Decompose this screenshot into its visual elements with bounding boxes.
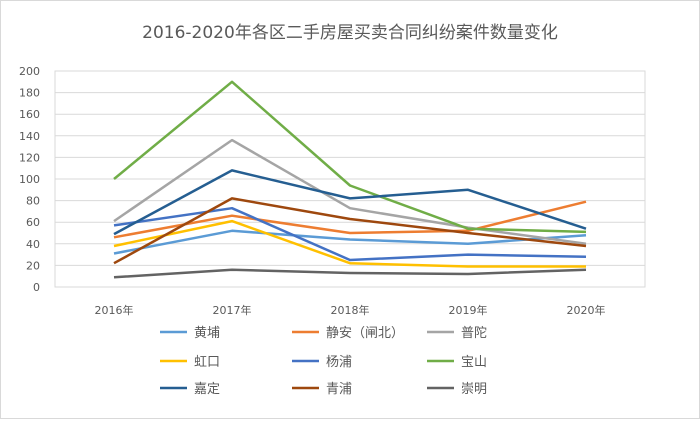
legend-item: 杨浦: [292, 355, 352, 370]
legend-label: 宝山: [461, 355, 487, 370]
legend-label: 嘉定: [194, 382, 220, 397]
y-tick-label: 60: [26, 216, 40, 229]
series-line-3: [113, 219, 586, 268]
y-tick-label: 140: [19, 130, 40, 143]
legend-item: 普陀: [427, 325, 487, 341]
y-tick-label: 120: [19, 151, 40, 164]
legend-label: 杨浦: [326, 355, 352, 370]
legend-item: 虹口: [160, 355, 220, 370]
axes: 0 20 40 60 80 100 120 140 160 180 200 2016年 2017年 201…: [19, 65, 606, 317]
y-tick-label: 40: [26, 238, 40, 251]
y-tick-label: 100: [19, 173, 40, 186]
y-tick-label: 0: [33, 281, 40, 294]
x-tick-label: 2016年: [95, 303, 134, 317]
x-tick-label: 2018年: [331, 303, 370, 317]
legend-label: 虹口: [194, 355, 220, 370]
series-lines: [113, 80, 587, 279]
grid: [54, 70, 646, 288]
legend-label: 普陀: [461, 325, 487, 341]
legend-label: 崇明: [461, 382, 487, 397]
series-line-0: [113, 229, 587, 255]
legend-label: 青浦: [326, 382, 352, 397]
legend-label: 黄埔: [194, 326, 220, 341]
series-line-8: [113, 268, 587, 279]
y-tick-label: 200: [19, 65, 40, 78]
legend-label: 静安（闸北）: [326, 326, 404, 341]
series-line-1: [113, 200, 587, 239]
legend-item: 宝山: [427, 355, 487, 370]
y-tick-label: 180: [19, 87, 40, 100]
series-line-7: [113, 197, 587, 265]
legend-item: 青浦: [292, 382, 352, 397]
legend-item: 静安（闸北）: [292, 326, 404, 341]
y-tick-label: 80: [26, 195, 40, 208]
legend-item: 崇明: [427, 382, 487, 397]
series-line-2: [113, 138, 587, 246]
y-tick-label: 20: [26, 259, 40, 272]
legend-item: 嘉定: [160, 382, 220, 397]
series-line-6: [113, 169, 587, 236]
x-tick-label: 2017年: [213, 303, 252, 317]
x-tick-label: 2019年: [449, 303, 488, 317]
chart-title: 2016-2020年各区二手房屋买卖合同纠纷案件数量变化: [142, 23, 558, 43]
y-tick-label: 160: [19, 108, 40, 121]
x-tick-label: 2020年: [567, 303, 606, 317]
series-line-4: [113, 206, 587, 262]
series-line-5: [113, 80, 587, 234]
legend-item: 黄埔: [160, 326, 220, 341]
